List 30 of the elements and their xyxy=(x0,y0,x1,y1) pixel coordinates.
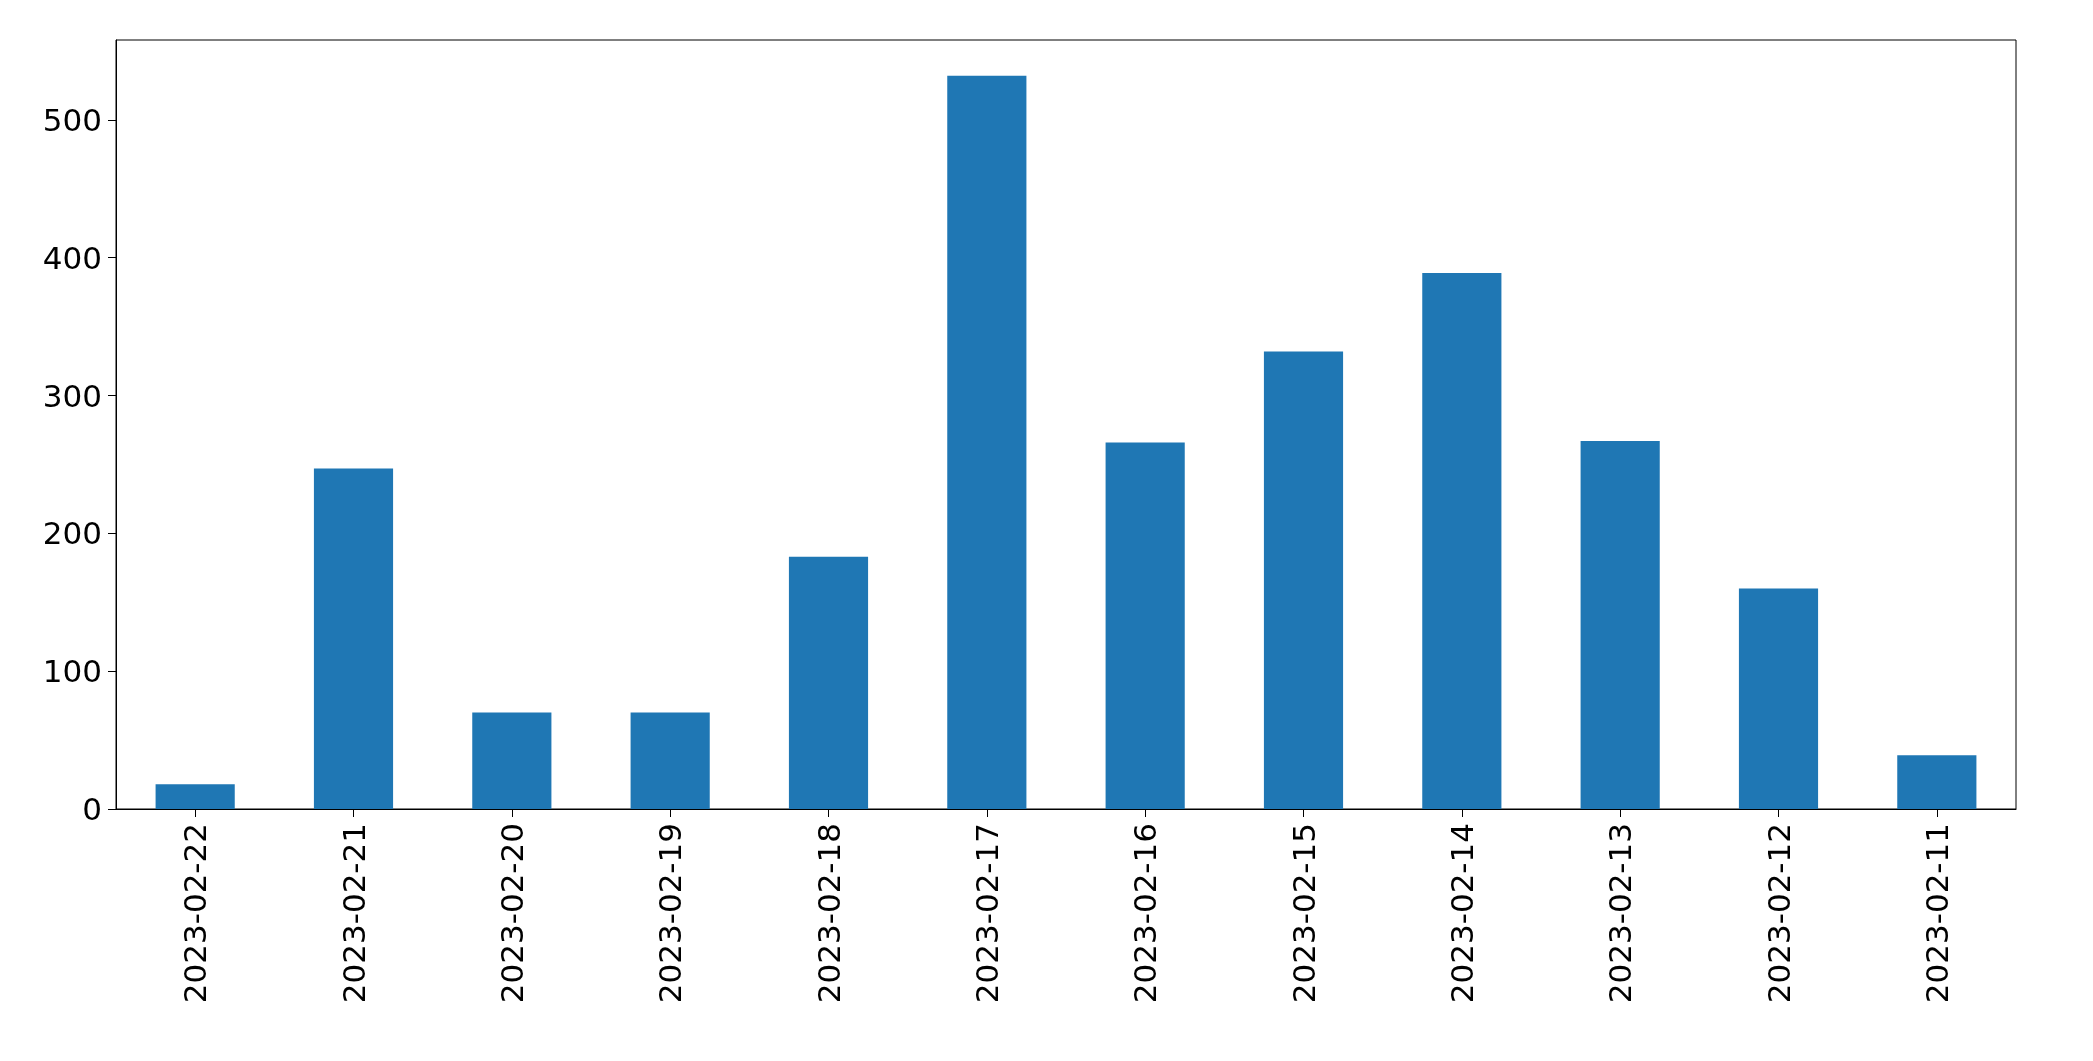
bar xyxy=(788,556,869,809)
y-tick-label: 400 xyxy=(42,239,102,276)
y-tick-label: 100 xyxy=(42,653,102,690)
bar xyxy=(1422,272,1502,809)
x-tick-label: 2023-02-22 xyxy=(177,823,214,1004)
x-tick-label: 2023-02-19 xyxy=(652,823,689,1004)
y-tick-label: 200 xyxy=(42,515,102,552)
bar xyxy=(155,784,235,809)
bar xyxy=(1105,442,1185,809)
bar xyxy=(1580,441,1660,809)
bar xyxy=(630,712,710,809)
y-tick-label: 300 xyxy=(42,377,102,414)
bar xyxy=(947,75,1027,809)
y-tick-label: 500 xyxy=(42,101,102,138)
bar xyxy=(1263,351,1344,809)
x-tick-label: 2023-02-16 xyxy=(1127,823,1164,1004)
x-tick-label: 2023-02-18 xyxy=(810,823,847,1004)
bar xyxy=(472,712,552,809)
bar xyxy=(1738,588,1819,809)
y-tick-label: 0 xyxy=(82,791,102,827)
x-tick-label: 2023-02-11 xyxy=(1918,823,1955,1004)
bar xyxy=(1897,755,1977,809)
x-tick-label: 2023-02-21 xyxy=(335,823,372,1004)
x-tick-label: 2023-02-17 xyxy=(968,823,1005,1004)
x-tick-label: 2023-02-15 xyxy=(1285,823,1322,1004)
x-tick-label: 2023-02-14 xyxy=(1443,823,1480,1004)
bar xyxy=(313,468,394,809)
x-tick-label: 2023-02-12 xyxy=(1760,823,1797,1004)
x-tick-label: 2023-02-20 xyxy=(493,823,530,1004)
x-tick-label: 2023-02-13 xyxy=(1602,823,1639,1004)
